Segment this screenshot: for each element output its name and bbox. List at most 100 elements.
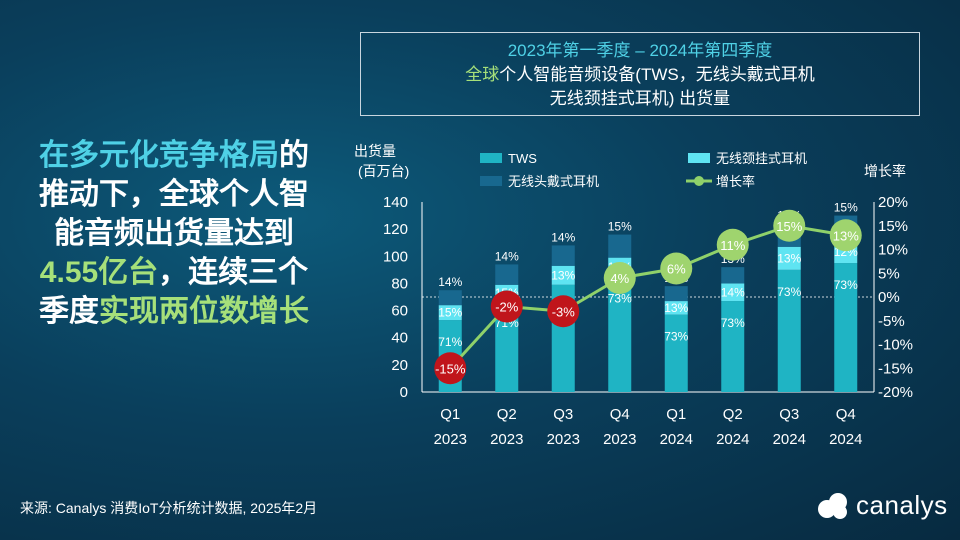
- headline-part3: ，连续三个季度: [39, 256, 309, 328]
- growth-marker: [660, 252, 693, 285]
- y2-tick-label: 20%: [878, 194, 908, 211]
- x-tick-label-quarter: Q1: [440, 406, 460, 423]
- chart-axes: 0 20 40 60 80 100 120 140 -20% -15% -10% -5% 0% 5% 10%…: [354, 143, 913, 448]
- bar-neckband: [438, 305, 462, 321]
- headline-part2: 的推动下，全球个人智能音频出货量达到: [39, 139, 309, 250]
- canalys-logo-icon: [818, 492, 847, 519]
- bar-tws: [721, 301, 745, 392]
- growth-label: -2%: [495, 300, 519, 315]
- y2-tick-label: 10%: [878, 242, 908, 259]
- x-tick-label-quarter: Q1: [666, 406, 686, 423]
- legend-marker-swatch: [694, 176, 704, 186]
- growth-marker: [603, 262, 636, 294]
- bar-label-headphone: 15%: [608, 220, 632, 234]
- canalys-logo: canalys: [816, 490, 948, 521]
- y-tick-label: 0: [400, 384, 408, 401]
- y2-axis-title: 增长率: [864, 163, 906, 179]
- bar-headphone: [721, 267, 745, 284]
- bar-tws: [664, 314, 688, 392]
- bar-neckband: [664, 301, 688, 315]
- y-axis-title-line2: (百万台): [358, 163, 409, 179]
- x-tick-label-year: 2023: [603, 431, 636, 448]
- bar-label-tws: 73%: [721, 316, 745, 330]
- growth-marker: [490, 290, 523, 323]
- bar-label-neckband: 14%: [721, 285, 745, 299]
- growth-line-layer: -15% -2% -3% 4% 6% 11% 15% 13%: [434, 209, 862, 385]
- x-tick-label-year: 2024: [716, 431, 749, 448]
- chart-title-subject-end: 无线颈挂式耳机) 出货量: [549, 89, 731, 108]
- x-tick-label-quarter: Q2: [723, 406, 743, 423]
- y-tick-label: 100: [383, 248, 408, 265]
- x-tick-label-year: 2023: [547, 431, 580, 448]
- headline-highlight-end: 实现两位数增长: [99, 295, 309, 328]
- bar-label-neckband: 13%: [664, 301, 688, 315]
- x-tick-label-quarter: Q3: [779, 406, 799, 423]
- chart-bars: 71%15%14%71%15%14%73%13%14%73%12%15%73%1…: [438, 201, 858, 392]
- y2-tick-label: -5%: [878, 313, 905, 330]
- legend-label: 无线头戴式耳机: [508, 174, 599, 189]
- y-axis-title-line1: 出货量: [354, 143, 396, 159]
- bar-label-headphone: 15%: [834, 201, 858, 215]
- bar-tws: [608, 276, 632, 392]
- chart-title-accent: 全球: [465, 65, 500, 84]
- growth-marker: [716, 228, 749, 261]
- bar-label-neckband: 13%: [551, 268, 575, 282]
- y-tick-label: 40: [391, 330, 408, 347]
- bar-tws: [777, 269, 801, 392]
- x-tick-label-quarter: Q4: [610, 406, 630, 423]
- bar-neckband: [777, 246, 801, 270]
- chart-title-period: 2023年第一季度 – 2024年第四季度: [507, 41, 773, 60]
- growth-label: 15%: [776, 219, 802, 234]
- growth-label: 13%: [833, 228, 859, 243]
- bar-headphone: [664, 286, 688, 302]
- x-tick-label-year: 2024: [773, 431, 806, 448]
- bar-label-tws: 73%: [834, 278, 858, 292]
- headline: 在多元化竞争格局的推动下，全球个人智能音频出货量达到 4.55亿台，连续三个季度实…: [36, 136, 312, 331]
- bar-tws: [495, 301, 519, 392]
- headline-highlight-value: 4.55亿台: [39, 256, 159, 289]
- growth-label: 4%: [610, 271, 629, 286]
- bar-label-headphone: 14%: [438, 275, 462, 289]
- bar-label-tws: 71%: [438, 335, 462, 349]
- bar-label-neckband: 15%: [438, 306, 462, 320]
- x-tick-label-year: 2023: [490, 431, 523, 448]
- x-tick-label-quarter: Q2: [497, 406, 517, 423]
- y2-tick-label: 5%: [878, 265, 900, 282]
- growth-marker: [547, 295, 580, 328]
- y-tick-label: 80: [391, 275, 408, 292]
- bar-label-neckband: 13%: [777, 251, 801, 265]
- y-tick-label: 140: [383, 194, 408, 211]
- legend-swatch: [688, 153, 710, 163]
- growth-label: -15%: [435, 361, 466, 376]
- x-tick-label-year: 2023: [434, 431, 467, 448]
- bar-tws: [834, 263, 858, 392]
- x-tick-label-year: 2024: [660, 431, 693, 448]
- x-tick-label-quarter: Q3: [553, 406, 573, 423]
- y-tick-label: 60: [391, 303, 408, 320]
- canalys-logo-text: canalys: [856, 490, 948, 520]
- bar-neckband: [551, 265, 575, 285]
- source-note: 来源: Canalys 消费IoT分析统计数据, 2025年2月: [20, 500, 318, 516]
- y2-tick-label: 15%: [878, 218, 908, 235]
- y-tick-label: 120: [383, 221, 408, 238]
- legend-swatch: [480, 176, 502, 186]
- bar-headphone: [608, 234, 632, 258]
- bar-label-headphone: 14%: [551, 230, 575, 244]
- x-tick-label-quarter: Q4: [836, 406, 856, 423]
- headline-part1: 在多元化竞争格局: [39, 139, 279, 172]
- y2-tick-label: -10%: [878, 337, 913, 354]
- legend-label: 无线颈挂式耳机: [716, 151, 807, 166]
- y2-tick-label: -15%: [878, 360, 913, 377]
- shipment-chart: 0 20 40 60 80 100 120 140 -20% -15% -10% -5% 0% 5% 10%…: [354, 143, 913, 448]
- legend-label: 增长率: [716, 174, 755, 189]
- growth-label: 11%: [720, 238, 745, 253]
- growth-marker: [829, 219, 862, 252]
- growth-marker: [773, 209, 806, 242]
- bar-label-headphone: 14%: [495, 249, 519, 263]
- bar-headphone: [495, 264, 519, 285]
- bar-label-tws: 73%: [777, 285, 801, 299]
- y-tick-label: 20: [391, 357, 408, 374]
- bar-headphone: [438, 290, 462, 306]
- x-tick-label-year: 2024: [829, 431, 862, 448]
